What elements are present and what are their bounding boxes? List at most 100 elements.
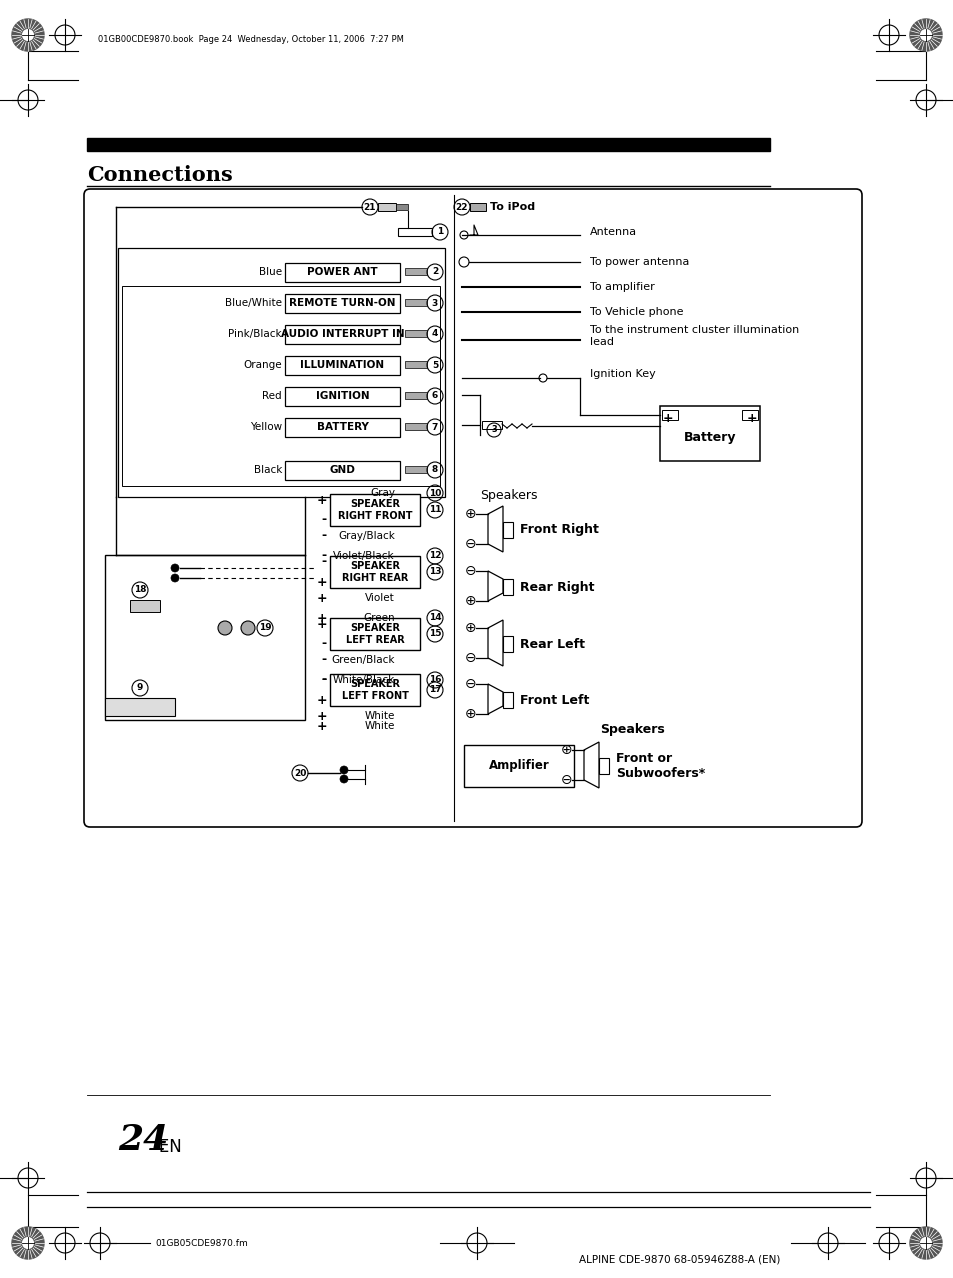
Bar — [285, 262, 399, 281]
Circle shape — [919, 1237, 931, 1249]
Text: ⊕: ⊕ — [464, 707, 476, 721]
Text: ⊖: ⊖ — [464, 537, 476, 551]
Text: ⊖: ⊖ — [464, 677, 476, 691]
Text: Violet/Black: Violet/Black — [333, 551, 395, 561]
Text: BATTERY: BATTERY — [316, 422, 368, 432]
Circle shape — [919, 29, 931, 41]
Polygon shape — [488, 571, 502, 601]
Text: ⊖: ⊖ — [464, 651, 476, 665]
Text: Ignition Key: Ignition Key — [589, 369, 655, 380]
Bar — [463, 745, 574, 787]
Text: 13: 13 — [428, 567, 441, 576]
Circle shape — [22, 29, 34, 41]
Text: -: - — [321, 550, 327, 562]
Text: -: - — [321, 529, 327, 542]
Text: Amplifier: Amplifier — [488, 759, 549, 772]
Text: 21: 21 — [363, 202, 375, 211]
Text: +: + — [316, 617, 327, 630]
Text: Pink/Black: Pink/Black — [228, 328, 282, 339]
Text: +: + — [316, 575, 327, 588]
Text: -: - — [321, 638, 327, 651]
Bar — [405, 299, 427, 305]
Text: SPEAKER
RIGHT REAR: SPEAKER RIGHT REAR — [341, 561, 408, 583]
Circle shape — [339, 766, 348, 774]
Bar — [598, 758, 608, 774]
Text: -: - — [321, 674, 327, 686]
Text: -: - — [321, 514, 327, 527]
Text: 2: 2 — [432, 267, 437, 276]
Bar — [502, 521, 513, 538]
Polygon shape — [488, 620, 502, 666]
Circle shape — [241, 621, 254, 635]
Text: White/Black: White/Black — [333, 675, 395, 685]
Bar — [502, 636, 513, 652]
Bar — [470, 203, 485, 211]
Text: +: + — [746, 412, 757, 424]
Text: Rear Right: Rear Right — [519, 580, 594, 593]
Text: GND: GND — [329, 465, 355, 475]
Text: +: + — [316, 592, 327, 604]
Text: White: White — [364, 721, 395, 731]
Bar — [105, 555, 305, 720]
Text: Speakers: Speakers — [479, 489, 537, 502]
Circle shape — [171, 574, 179, 581]
Text: 14: 14 — [428, 613, 441, 622]
Text: Front Left: Front Left — [519, 694, 589, 707]
Polygon shape — [12, 1227, 44, 1259]
Text: +: + — [316, 611, 327, 625]
Bar — [377, 203, 395, 211]
Bar — [330, 556, 419, 588]
Text: 3: 3 — [432, 299, 437, 308]
Text: ⊕: ⊕ — [464, 594, 476, 608]
Text: +: + — [316, 720, 327, 732]
Text: SPEAKER
LEFT FRONT: SPEAKER LEFT FRONT — [341, 679, 408, 700]
Bar — [395, 204, 408, 210]
Text: Black: Black — [253, 465, 282, 475]
Text: 19: 19 — [258, 624, 271, 633]
Bar — [118, 248, 444, 497]
Text: ⊕: ⊕ — [559, 743, 572, 757]
Text: 24: 24 — [118, 1123, 168, 1157]
Bar — [87, 138, 769, 151]
Bar — [661, 410, 678, 420]
Bar — [285, 294, 399, 313]
Text: 20: 20 — [294, 768, 306, 777]
Bar — [502, 691, 513, 708]
Text: To Vehicle phone: To Vehicle phone — [589, 307, 682, 317]
Text: ⊕: ⊕ — [464, 507, 476, 521]
Text: 3: 3 — [491, 426, 497, 435]
Polygon shape — [488, 506, 502, 552]
Bar — [285, 460, 399, 479]
Text: Blue/White: Blue/White — [225, 298, 282, 308]
Bar — [405, 392, 427, 399]
Text: 1: 1 — [436, 227, 442, 236]
Text: SPEAKER
LEFT REAR: SPEAKER LEFT REAR — [345, 624, 404, 645]
Text: 4: 4 — [432, 330, 437, 339]
Circle shape — [339, 774, 348, 783]
Bar — [128, 294, 439, 394]
Polygon shape — [909, 1227, 941, 1259]
Text: 01GB00CDE9870.book  Page 24  Wednesday, October 11, 2006  7:27 PM: 01GB00CDE9870.book Page 24 Wednesday, Oc… — [98, 36, 403, 45]
Circle shape — [22, 1237, 34, 1249]
Text: Gray/Black: Gray/Black — [337, 530, 395, 541]
Bar — [659, 406, 760, 461]
Circle shape — [171, 564, 179, 573]
Text: 5: 5 — [432, 360, 437, 369]
Text: ALPINE CDE-9870 68-05946Z88-A (EN): ALPINE CDE-9870 68-05946Z88-A (EN) — [578, 1255, 780, 1265]
Text: 10: 10 — [428, 488, 440, 497]
Text: 17: 17 — [428, 685, 441, 694]
Bar — [741, 410, 758, 420]
Bar — [105, 698, 174, 716]
Polygon shape — [583, 743, 598, 789]
Text: -: - — [321, 653, 327, 667]
Bar — [130, 599, 160, 612]
Bar — [285, 325, 399, 344]
Text: To power antenna: To power antenna — [589, 257, 689, 267]
Text: 7: 7 — [432, 423, 437, 432]
Text: Green: Green — [363, 613, 395, 622]
Text: To the instrument cluster illumination
lead: To the instrument cluster illumination l… — [589, 325, 799, 346]
Text: 15: 15 — [428, 630, 441, 639]
Bar — [330, 495, 419, 527]
Bar — [397, 227, 432, 236]
Text: Front or
Subwoofers*: Front or Subwoofers* — [616, 751, 704, 780]
